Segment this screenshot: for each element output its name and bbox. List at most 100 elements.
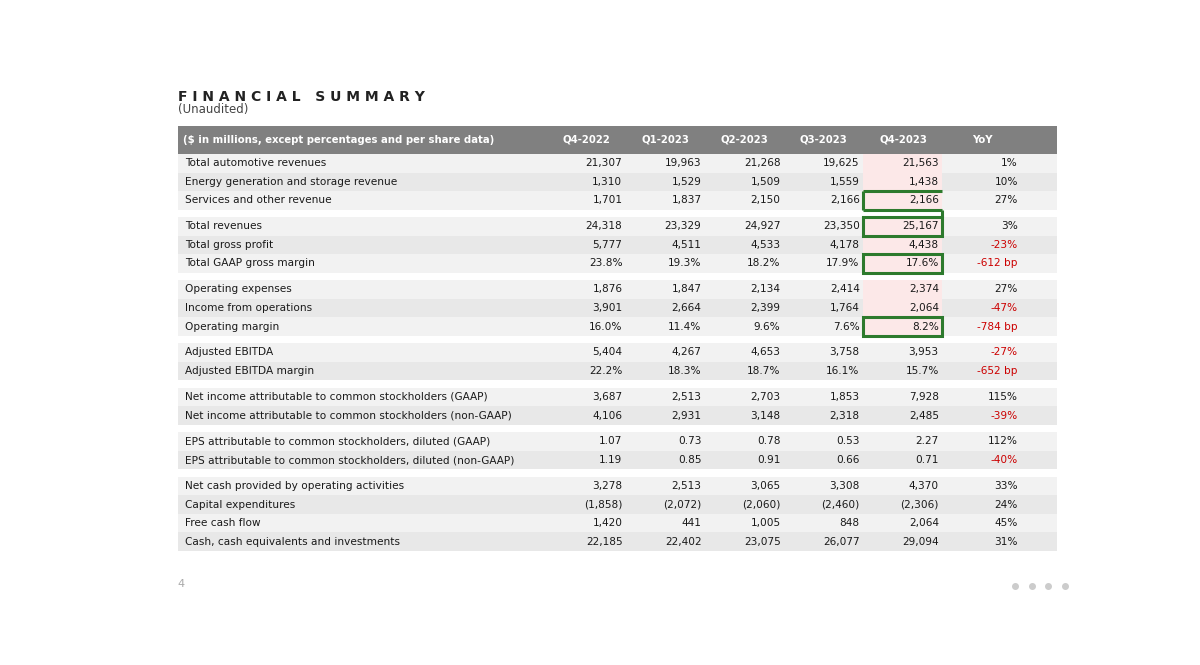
Text: 0.73: 0.73 — [678, 436, 702, 446]
Text: 0.53: 0.53 — [836, 436, 859, 446]
Text: 31%: 31% — [995, 537, 1018, 547]
Text: 5,404: 5,404 — [593, 348, 623, 358]
Bar — [178, 343, 1057, 362]
Text: 4,178: 4,178 — [829, 240, 859, 250]
Text: Total automotive revenues: Total automotive revenues — [185, 158, 326, 168]
Bar — [864, 217, 942, 235]
Text: 1,876: 1,876 — [593, 285, 623, 295]
Bar — [178, 514, 1057, 533]
Text: (Unaudited): (Unaudited) — [178, 103, 248, 116]
Text: Capital expenditures: Capital expenditures — [185, 499, 295, 509]
Text: -27%: -27% — [991, 348, 1018, 358]
Text: 2,513: 2,513 — [672, 481, 702, 491]
Text: 2,134: 2,134 — [750, 285, 780, 295]
Text: 27%: 27% — [995, 285, 1018, 295]
Text: Q2-2023: Q2-2023 — [721, 135, 769, 145]
Text: 22,402: 22,402 — [665, 537, 702, 547]
Text: F I N A N C I A L   S U M M A R Y: F I N A N C I A L S U M M A R Y — [178, 90, 425, 104]
Text: 3,065: 3,065 — [750, 481, 780, 491]
Text: ($ in millions, except percentages and per share data): ($ in millions, except percentages and p… — [184, 135, 494, 145]
Bar — [864, 317, 942, 336]
Text: 2,166: 2,166 — [908, 196, 938, 205]
Bar — [178, 451, 1057, 469]
Text: 1.19: 1.19 — [599, 455, 623, 465]
Text: 8.2%: 8.2% — [912, 321, 938, 332]
Bar — [178, 217, 1057, 235]
Text: Total revenues: Total revenues — [185, 221, 263, 231]
Text: 1,853: 1,853 — [829, 392, 859, 402]
Text: 33%: 33% — [995, 481, 1018, 491]
Text: -23%: -23% — [991, 240, 1018, 250]
Text: 2,064: 2,064 — [908, 518, 938, 528]
Text: 7,928: 7,928 — [908, 392, 938, 402]
Text: EPS attributable to common stockholders, diluted (non-GAAP): EPS attributable to common stockholders,… — [185, 455, 515, 465]
Text: Q1-2023: Q1-2023 — [642, 135, 690, 145]
Text: 4,106: 4,106 — [593, 410, 623, 420]
Text: -39%: -39% — [991, 410, 1018, 420]
Bar — [864, 254, 942, 273]
Bar — [864, 280, 942, 299]
Text: 3,308: 3,308 — [829, 481, 859, 491]
Text: 2,485: 2,485 — [908, 410, 938, 420]
Text: 1,701: 1,701 — [593, 196, 623, 205]
Bar — [178, 495, 1057, 514]
Text: 1,420: 1,420 — [593, 518, 623, 528]
Bar — [178, 406, 1057, 425]
Text: 4,267: 4,267 — [672, 348, 702, 358]
Text: 29,094: 29,094 — [902, 537, 938, 547]
Text: 26,077: 26,077 — [823, 537, 859, 547]
Text: 21,563: 21,563 — [902, 158, 938, 168]
Text: 441: 441 — [682, 518, 702, 528]
Text: Net income attributable to common stockholders (non-GAAP): Net income attributable to common stockh… — [185, 410, 512, 420]
Bar — [178, 280, 1057, 299]
Bar — [864, 154, 942, 173]
Text: 19.3%: 19.3% — [668, 259, 702, 269]
Text: Services and other revenue: Services and other revenue — [185, 196, 332, 205]
Text: 3,953: 3,953 — [908, 348, 938, 358]
Text: 1.07: 1.07 — [599, 436, 623, 446]
Bar — [178, 254, 1057, 273]
Text: 4,438: 4,438 — [908, 240, 938, 250]
Text: 5,777: 5,777 — [593, 240, 623, 250]
Text: 1,847: 1,847 — [672, 285, 702, 295]
Bar — [178, 191, 1057, 209]
Text: 18.7%: 18.7% — [748, 366, 780, 376]
Text: 22.2%: 22.2% — [589, 366, 623, 376]
Text: 0.91: 0.91 — [757, 455, 780, 465]
Text: -612 bp: -612 bp — [977, 259, 1018, 269]
Bar — [178, 317, 1057, 336]
Text: 19,963: 19,963 — [665, 158, 702, 168]
Text: Free cash flow: Free cash flow — [185, 518, 260, 528]
Text: Operating expenses: Operating expenses — [185, 285, 292, 295]
Bar — [864, 217, 942, 235]
Text: Net income attributable to common stockholders (GAAP): Net income attributable to common stockh… — [185, 392, 488, 402]
Text: 1,764: 1,764 — [830, 303, 859, 313]
Bar — [864, 173, 942, 191]
Text: 1%: 1% — [1001, 158, 1018, 168]
Text: 23.8%: 23.8% — [589, 259, 623, 269]
Text: 16.0%: 16.0% — [589, 321, 623, 332]
Text: 0.78: 0.78 — [757, 436, 780, 446]
Text: 0.85: 0.85 — [678, 455, 702, 465]
Text: 4,533: 4,533 — [750, 240, 780, 250]
Text: 0.66: 0.66 — [836, 455, 859, 465]
Text: 4,511: 4,511 — [672, 240, 702, 250]
Text: Adjusted EBITDA margin: Adjusted EBITDA margin — [185, 366, 314, 376]
Text: 15.7%: 15.7% — [906, 366, 938, 376]
Text: 18.2%: 18.2% — [748, 259, 780, 269]
Text: (2,306): (2,306) — [900, 499, 938, 509]
Bar — [864, 191, 942, 209]
Text: Adjusted EBITDA: Adjusted EBITDA — [185, 348, 274, 358]
Text: 1,837: 1,837 — [671, 196, 702, 205]
Text: 0.71: 0.71 — [916, 455, 938, 465]
Text: 2,513: 2,513 — [672, 392, 702, 402]
Text: 1,529: 1,529 — [672, 177, 702, 187]
Text: 2,318: 2,318 — [829, 410, 859, 420]
Bar — [864, 254, 942, 273]
Text: 1,310: 1,310 — [593, 177, 623, 187]
Text: 2,931: 2,931 — [672, 410, 702, 420]
Text: 23,075: 23,075 — [744, 537, 780, 547]
Text: Income from operations: Income from operations — [185, 303, 312, 313]
Text: 2,703: 2,703 — [750, 392, 780, 402]
Bar — [178, 154, 1057, 173]
